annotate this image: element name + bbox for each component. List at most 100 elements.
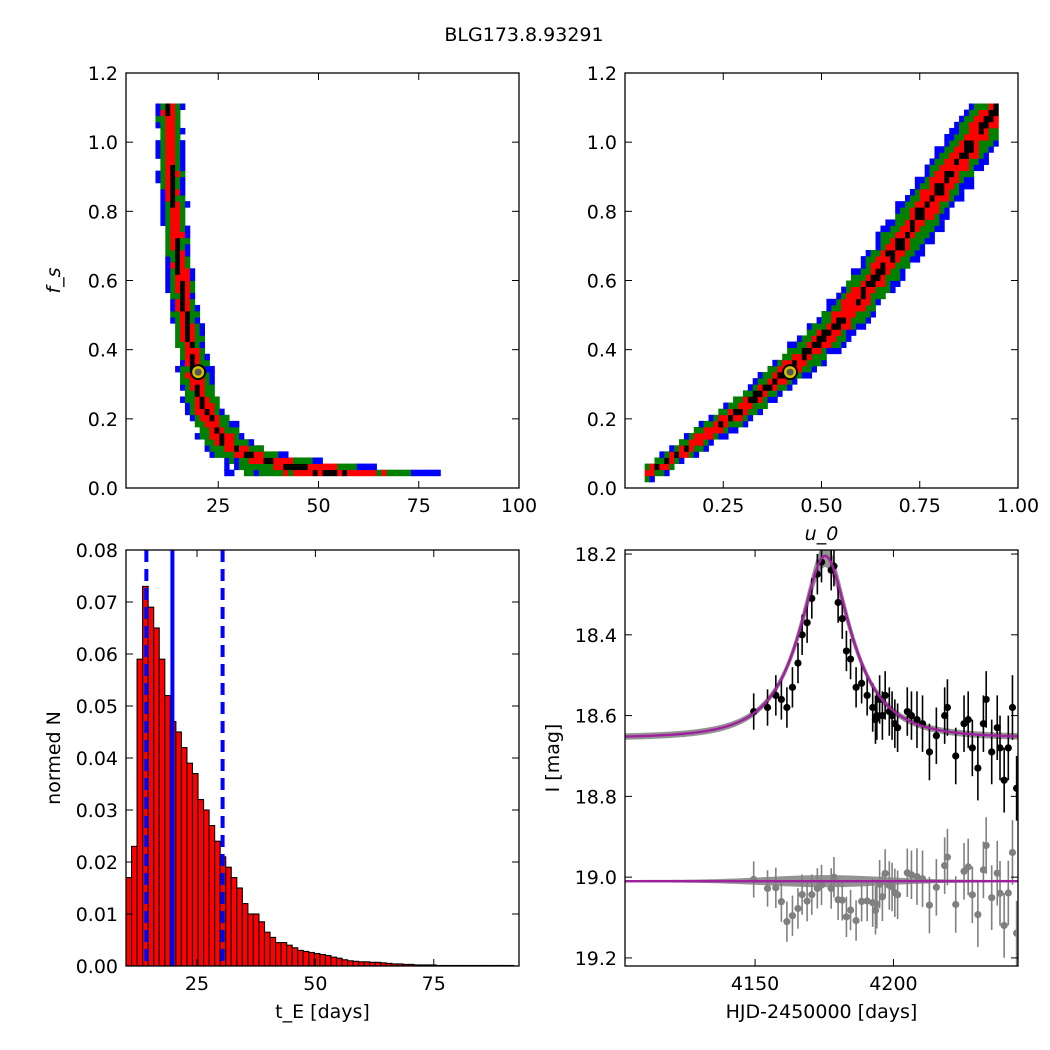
residual-point [878, 893, 886, 901]
heatmap-cell [194, 353, 201, 361]
heatmap-cell [189, 323, 196, 330]
heatmap-cell [914, 195, 921, 202]
heatmap-cell [909, 225, 916, 233]
histogram-bar [180, 747, 188, 966]
heatmap-cell [870, 274, 876, 281]
heatmap-cell [909, 256, 916, 263]
heatmap-cell [821, 323, 827, 330]
heatmap-cell [175, 158, 181, 165]
heatmap-cell [944, 176, 950, 184]
heatmap-cell [229, 457, 235, 464]
heatmap-cell [175, 292, 181, 300]
heatmap-cell [234, 420, 240, 428]
residual-point [996, 889, 1004, 897]
heatmap-cell [337, 469, 343, 477]
heatmap-cell [688, 433, 695, 440]
heatmap-cell [757, 372, 763, 379]
data-point [925, 748, 934, 756]
heatmap-cell [175, 195, 181, 202]
x-tick-label: 4200 [869, 973, 917, 995]
heatmap-cell [929, 237, 935, 245]
residual-point [974, 911, 982, 919]
heatmap-cell [821, 341, 827, 349]
heatmap-cell [155, 146, 161, 153]
heatmap-cell [219, 433, 225, 440]
heatmap-cell [909, 188, 916, 196]
heatmap-cell [919, 213, 926, 220]
heatmap-cell [870, 262, 876, 269]
heatmap-cell [219, 445, 225, 452]
heatmap-cell [870, 311, 876, 318]
heatmap-cell [924, 237, 930, 245]
heatmap-cell [742, 408, 749, 416]
heatmap-cell [954, 164, 960, 172]
heatmap-cell [875, 286, 881, 294]
heatmap-cell [806, 353, 813, 361]
heatmap-cell [175, 335, 181, 342]
heatmap-cell [914, 243, 921, 251]
heatmap-cell [664, 451, 670, 458]
heatmap-cell [752, 402, 759, 410]
heatmap-cell [180, 127, 186, 135]
heatmap-cell [175, 134, 181, 141]
heatmap-cell [180, 249, 186, 257]
heatmap-cell [175, 256, 181, 263]
data-point [863, 691, 871, 699]
heatmap-cell [806, 365, 813, 373]
heatmap-cell [733, 396, 739, 403]
histogram-bar [230, 877, 238, 966]
heatmap-cell [900, 243, 906, 251]
residual-point [943, 853, 952, 861]
y-tick-label: 0.01 [76, 904, 118, 926]
heatmap-cell [361, 469, 368, 477]
heatmap-cell [224, 469, 230, 477]
heatmap-cell [351, 463, 358, 471]
heatmap-cell [747, 390, 754, 397]
heatmap-cell [831, 323, 837, 330]
heatmap-cell [659, 457, 665, 464]
heatmap-cell [268, 469, 274, 477]
heatmap-cell [170, 262, 176, 269]
heatmap-cell [170, 268, 176, 275]
heatmap-cell [983, 146, 989, 153]
heatmap-cell [875, 292, 881, 300]
heatmap-cell [806, 359, 813, 367]
heatmap-cell [170, 188, 176, 196]
heatmap-cell [253, 457, 260, 464]
y-axis-label: I [mag] [542, 724, 564, 793]
heatmap-cell [366, 463, 373, 471]
data-point [952, 752, 960, 760]
data-point [808, 594, 816, 603]
residual-point [871, 906, 880, 914]
heatmap-cell [175, 152, 181, 159]
heatmap-cell [263, 469, 269, 477]
heatmap-cell [929, 176, 935, 184]
x-tick-label: 50 [303, 973, 327, 995]
heatmap-cell [836, 298, 842, 306]
heatmap-cell [224, 426, 230, 434]
heatmap-cell [189, 414, 196, 422]
heatmap-cell [180, 256, 186, 263]
heatmap-cell [924, 182, 930, 190]
heatmap-cell [180, 182, 186, 190]
heatmap-cell [900, 237, 906, 245]
data-point [794, 659, 802, 667]
heatmap-cell [312, 463, 318, 471]
heatmap-cell [194, 420, 201, 428]
heatmap-cell [949, 170, 955, 178]
heatmap-cell [885, 274, 891, 281]
heatmap-cell [900, 213, 906, 220]
heatmap-cell [669, 451, 675, 458]
heatmap-cell [180, 292, 186, 300]
heatmap-cell [885, 280, 891, 288]
heatmap-cell [718, 433, 724, 440]
heatmap-cell [733, 408, 739, 416]
heatmap-cell [234, 433, 240, 440]
heatmap-cell [924, 225, 930, 233]
heatmap-cell [787, 378, 793, 385]
heatmap-cell [170, 225, 176, 233]
heatmap-cell [288, 469, 294, 477]
heatmap-cell [165, 170, 171, 178]
heatmap-cell [983, 109, 989, 117]
heatmap-cell [983, 103, 989, 111]
